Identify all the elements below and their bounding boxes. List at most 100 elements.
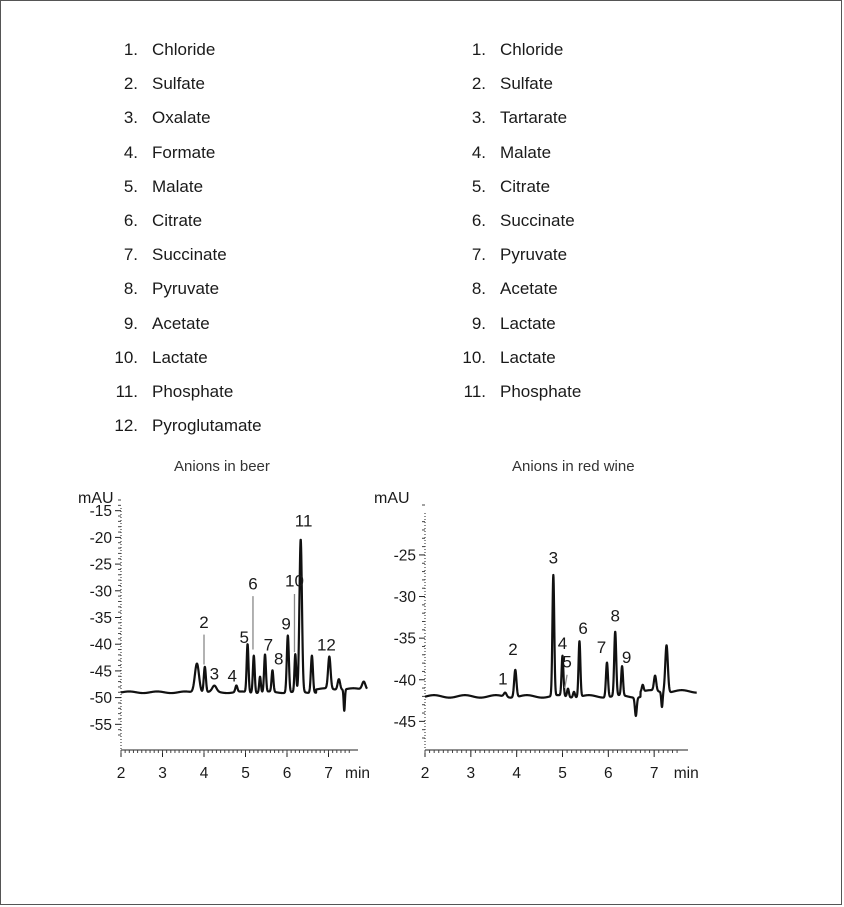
beer-y-axis-label: mAU	[78, 490, 114, 507]
legend-number: 6.	[471, 211, 486, 230]
legend-compound-name: Formate	[152, 142, 216, 162]
wine-peak-label: 9	[622, 648, 631, 667]
legend-number: 1.	[471, 40, 486, 59]
legend-compound-name: Sulfate	[152, 74, 205, 94]
beer-legend-item: 1. Chloride	[104, 40, 216, 60]
beer-peak-label: 7	[264, 636, 273, 655]
beer-peak-label: 3	[210, 664, 219, 683]
wine-y-tick-label: -40	[394, 672, 417, 689]
beer-legend-item: 9. Acetate	[104, 314, 210, 334]
wine-peak-label: 3	[549, 548, 558, 567]
legend-number: 3.	[471, 108, 486, 128]
beer-y-tick-label: -40	[90, 637, 113, 654]
beer-legend-item: 4. Formate	[104, 143, 215, 163]
legend-compound-name: Lactate	[152, 347, 208, 367]
beer-legend-item: 11. Phosphate	[104, 382, 234, 402]
beer-peak-label: 2	[199, 613, 208, 632]
legend-number: 8.	[471, 279, 486, 299]
beer-x-tick-label: 7	[324, 765, 333, 782]
beer-y-tick-label: -25	[90, 557, 112, 574]
legend-compound-name: Phosphate	[152, 382, 234, 401]
wine-y-tick-label: -25	[394, 547, 416, 564]
legend-compound-name: Acetate	[152, 313, 210, 333]
wine-legend-item: 11. Phosphate	[452, 382, 582, 402]
beer-y-tick-label: -20	[90, 530, 113, 547]
beer-x-tick-label: 5	[241, 765, 250, 782]
wine-peak-label: 6	[578, 619, 587, 638]
beer-peak-label: 8	[274, 650, 283, 669]
legend-number: 11.	[463, 382, 486, 401]
beer-y-tick-label: -50	[90, 690, 113, 707]
beer-x-tick-label: 4	[200, 765, 209, 782]
beer-peak-label: 4	[227, 667, 236, 686]
beer-legend-item: 5. Malate	[104, 177, 203, 197]
wine-peak-label: 8	[610, 607, 619, 626]
chart-title-beer: Anions in beer	[174, 458, 270, 475]
wine-x-axis-label: min	[674, 765, 699, 782]
legend-compound-name: Lactate	[500, 313, 556, 333]
beer-peak-label: 10	[285, 572, 304, 591]
wine-chromatogram-trace	[424, 573, 698, 718]
wine-legend-item: 8. Acetate	[452, 279, 558, 299]
beer-chromatogram-trace	[120, 538, 368, 712]
wine-y-tick-label: -30	[394, 589, 417, 606]
legend-compound-name: Oxalate	[152, 108, 211, 128]
wine-y-tick-label: -45	[394, 714, 416, 731]
legend-number: 2.	[471, 74, 486, 94]
legend-number: 1.	[123, 40, 138, 59]
wine-legend-item: 5. Citrate	[452, 177, 550, 197]
legend-number: 9.	[471, 313, 486, 333]
wine-peak-label: 1	[498, 670, 507, 689]
legend-number: 8.	[123, 279, 138, 299]
wine-x-tick-label: 5	[558, 765, 567, 782]
beer-y-tick-label: -30	[90, 583, 113, 600]
legend-compound-name: Tartarate	[500, 108, 568, 128]
legend-compound-name: Succinate	[500, 211, 575, 230]
wine-x-tick-label: 7	[650, 765, 659, 782]
legend-compound-name: Lactate	[500, 347, 556, 367]
legend-compound-name: Acetate	[500, 279, 558, 299]
legend-compound-name: Malate	[500, 142, 552, 162]
beer-legend-item: 6. Citrate	[104, 211, 202, 231]
legend-number: 6.	[123, 211, 138, 230]
beer-y-tick-label: -15	[90, 503, 112, 520]
legend-number: 5.	[123, 176, 138, 196]
wine-y-tick-label: -35	[394, 631, 416, 648]
beer-y-tick-label: -45	[90, 663, 112, 680]
wine-legend-item: 2. Sulfate	[452, 74, 553, 94]
wine-x-tick-label: 4	[512, 765, 521, 782]
wine-y-axis-label: mAU	[374, 490, 410, 507]
legend-compound-name: Pyroglutamate	[152, 416, 262, 436]
legend-compound-name: Succinate	[152, 245, 227, 265]
legend-number: 4.	[123, 142, 138, 162]
beer-x-tick-label: 3	[158, 765, 167, 782]
beer-plot: mAU-55-50-45-40-35-30-25-20-152 3 4 5 6 7 min2…	[78, 490, 370, 782]
wine-peak-label: 4	[558, 634, 567, 653]
wine-x-tick-label: 3	[467, 765, 476, 782]
legend-compound-name: Citrate	[152, 211, 203, 230]
legend-compound-name: Pyruvate	[500, 245, 568, 265]
legend-number: 4.	[471, 142, 486, 162]
beer-legend-item: 2. Sulfate	[104, 74, 205, 94]
beer-legend-item: 10. Lactate	[104, 347, 208, 368]
legend-number: 10.	[462, 347, 486, 367]
beer-legend-item: 8. Pyruvate	[104, 279, 219, 299]
wine-peak-leader-line	[564, 674, 568, 689]
beer-legend-item: 7. Succinate	[104, 245, 227, 265]
legend-compound-name: Pyruvate	[152, 279, 220, 299]
legend-compound-name: Malate	[152, 176, 204, 196]
wine-legend-item: 3. Tartarate	[452, 108, 567, 128]
legend-compound-name: Chloride	[500, 40, 564, 59]
legend-number: 9.	[123, 313, 138, 333]
wine-peak-label: 7	[597, 638, 606, 657]
wine-peak-label: 2	[508, 640, 517, 659]
wine-peak-label: 5	[562, 652, 571, 671]
wine-legend-item: 10. Lactate	[452, 347, 556, 368]
legend-compound-name: Citrate	[500, 176, 551, 196]
legend-compound-name: Chloride	[152, 40, 216, 59]
wine-x-tick-label: 6	[604, 765, 613, 782]
legend-number: 5.	[471, 176, 486, 196]
